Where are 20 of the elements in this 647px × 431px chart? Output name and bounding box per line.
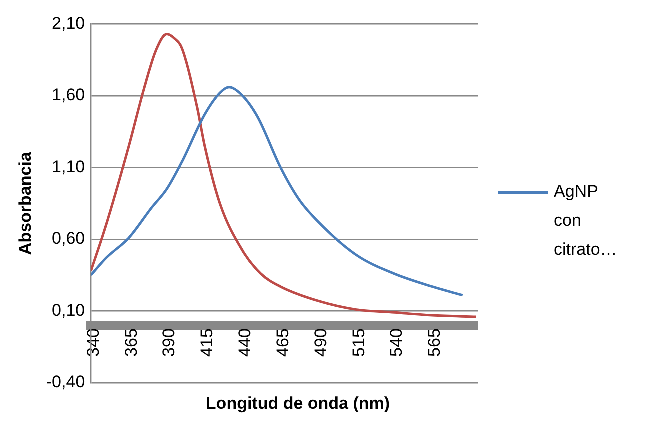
- x-tick-label: 565: [425, 328, 444, 357]
- y-tick-label: 1,10: [52, 157, 86, 176]
- y-tick-label: 0,10: [52, 300, 86, 320]
- y-axis-title: Absorbancia: [16, 152, 35, 256]
- x-tick-label: 465: [273, 328, 292, 357]
- y-tick-label: 1,60: [52, 86, 86, 105]
- y-tick-label: -0,40: [46, 372, 86, 392]
- y-tick-label: 0,60: [52, 229, 86, 248]
- x-tick-label: 515: [349, 328, 368, 357]
- x-axis-title: Longitud de onda (nm): [204, 394, 392, 414]
- x-tick-label: 440: [236, 328, 255, 357]
- line-series: [91, 86, 464, 297]
- line-series: [91, 32, 478, 318]
- x-tick-label: 390: [160, 328, 179, 357]
- x-tick-label: 365: [122, 328, 141, 357]
- x-tick-label: 540: [387, 328, 406, 357]
- y-tick-label: 2,10: [52, 14, 86, 33]
- x-tick-label: 415: [198, 328, 217, 357]
- x-tick-label: 490: [311, 328, 330, 357]
- legend-label: AgNP con citrato…: [553, 181, 618, 261]
